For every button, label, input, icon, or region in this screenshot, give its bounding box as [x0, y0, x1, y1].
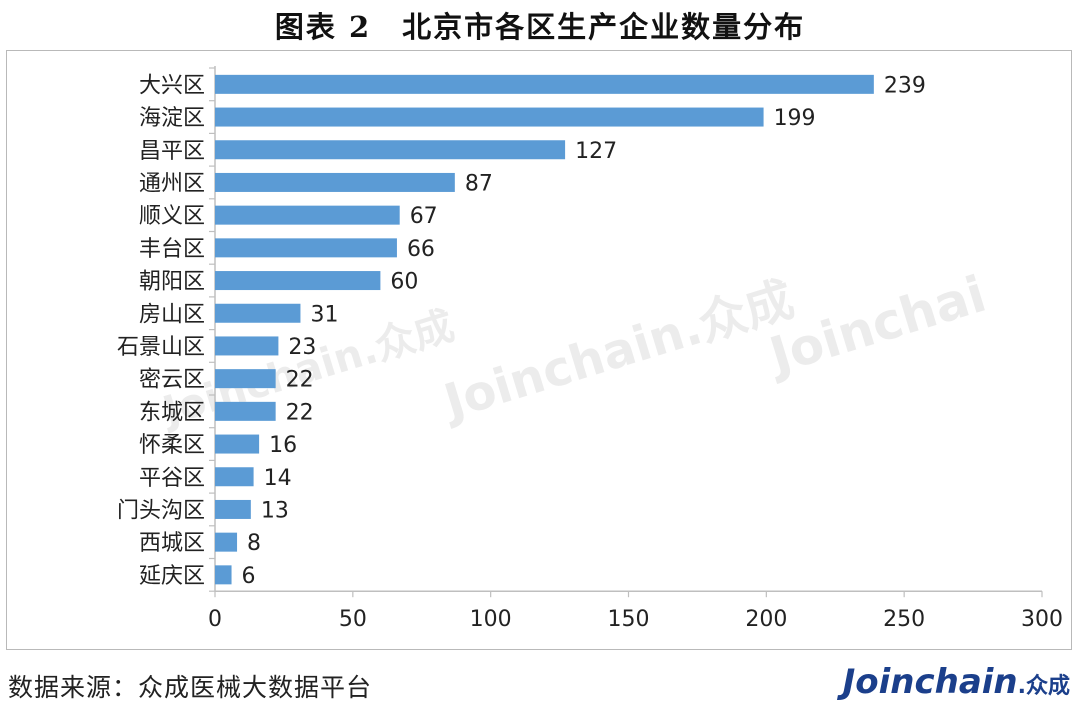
data-label: 31 — [310, 302, 338, 327]
y-tick-label: 海淀区 — [139, 106, 205, 131]
y-tick-label: 昌平区 — [139, 139, 205, 164]
chart-frame: Joinchain.众成 Joinchain.众成 Joinchai 大兴区 23… — [6, 50, 1072, 650]
chart-title: 图表 2 北京市各区生产企业数量分布 — [274, 10, 806, 44]
data-label: 87 — [465, 171, 493, 196]
data-label: 66 — [407, 237, 435, 262]
x-tick-label: 300 — [1021, 607, 1063, 632]
bar — [215, 107, 764, 127]
data-label: 8 — [247, 531, 261, 556]
data-label: 16 — [269, 433, 297, 458]
data-label: 239 — [884, 73, 926, 98]
bar — [215, 401, 276, 421]
bar — [215, 205, 400, 225]
bar — [215, 369, 276, 389]
bar-chart: 大兴区 239 海淀区 199 昌平区 127 通州区 87 顺义区 67 丰台区 66 朝阳区 60 房山… — [117, 66, 1063, 632]
bar — [215, 499, 251, 519]
data-label: 14 — [264, 466, 292, 491]
logo-cn: .众成 — [1017, 674, 1070, 699]
x-tick-label: 150 — [608, 607, 650, 632]
bar — [215, 271, 381, 291]
data-label: 23 — [288, 335, 316, 360]
y-tick-label: 怀柔区 — [139, 433, 205, 458]
bar — [215, 532, 238, 552]
y-tick-label: 平谷区 — [139, 466, 205, 491]
y-tick-label: 门头沟区 — [117, 498, 205, 523]
y-tick-label: 密云区 — [139, 368, 205, 393]
data-label: 6 — [242, 564, 256, 589]
y-tick-label: 房山区 — [139, 302, 205, 327]
y-tick-label: 丰台区 — [139, 237, 205, 262]
bar — [215, 74, 874, 94]
bar — [215, 336, 279, 356]
y-tick-label: 石景山区 — [117, 335, 205, 360]
data-label: 22 — [286, 368, 314, 393]
data-label: 127 — [575, 139, 617, 164]
x-tick-label: 100 — [470, 607, 512, 632]
bar — [215, 238, 397, 258]
x-tick-label: 250 — [883, 607, 925, 632]
joinchain-logo: Joinchain.众成 — [843, 662, 1070, 702]
data-label: 22 — [286, 400, 314, 425]
bar — [215, 140, 566, 160]
x-tick-label: 200 — [745, 607, 787, 632]
y-tick-label: 西城区 — [139, 531, 205, 556]
y-tick-label: 大兴区 — [139, 73, 205, 98]
bar — [215, 172, 455, 192]
y-tick-label: 朝阳区 — [139, 270, 205, 295]
y-tick-label: 延庆区 — [139, 564, 205, 589]
bar — [215, 565, 232, 585]
bar — [215, 467, 254, 487]
y-tick-label: 顺义区 — [139, 204, 205, 229]
y-tick-label: 东城区 — [139, 400, 205, 425]
data-source-note: 数据来源：众成医械大数据平台 — [8, 673, 373, 702]
bar — [215, 434, 260, 454]
bar — [215, 303, 301, 323]
x-tick-label: 50 — [339, 607, 367, 632]
data-label: 67 — [410, 204, 438, 229]
y-tick-label: 通州区 — [139, 171, 205, 196]
logo-text: Joinchain — [842, 662, 1018, 702]
data-label: 199 — [774, 106, 816, 131]
data-label: 13 — [261, 498, 289, 523]
data-label: 60 — [390, 270, 418, 295]
x-tick-label: 0 — [208, 607, 222, 632]
